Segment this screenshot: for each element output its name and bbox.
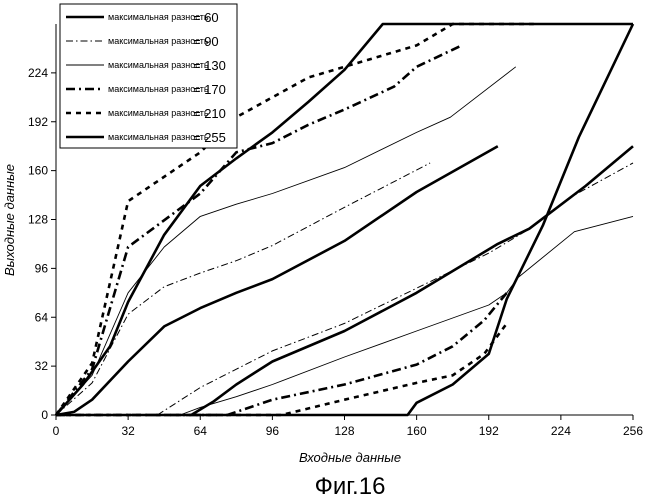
y-tick-label: 0	[41, 408, 48, 422]
legend-box	[59, 3, 238, 149]
legend-label: максимальная разность	[108, 60, 209, 70]
legend-item: максимальная разность= 210	[66, 106, 226, 121]
legend-value: = 90	[193, 34, 219, 49]
x-tick-label: 128	[334, 424, 354, 438]
series-5-upper-line	[54, 22, 534, 416]
y-axis-title: Выходные данные	[2, 164, 17, 276]
y-tick-label: 160	[28, 164, 48, 178]
x-tick-label: 160	[407, 424, 427, 438]
y-tick-label: 64	[35, 310, 49, 324]
legend-value: = 170	[193, 82, 226, 97]
legend-value: = 210	[193, 106, 226, 121]
series-1-lower-line	[190, 145, 634, 417]
legend-value: = 60	[193, 10, 219, 25]
series-3-lower-line	[179, 215, 634, 416]
x-tick-label: 256	[623, 424, 643, 438]
figure-caption: Фиг.16	[315, 473, 386, 500]
x-tick-label: 192	[479, 424, 499, 438]
legend-value: = 255	[193, 130, 226, 145]
x-tick-label: 32	[121, 424, 135, 438]
legend-item: максимальная разность= 90	[66, 34, 219, 49]
series-5-lower-line	[56, 322, 508, 417]
x-tick-label: 224	[551, 424, 571, 438]
series-2-lower-line	[157, 162, 634, 416]
y-tick-label: 96	[35, 261, 49, 275]
legend-label: максимальная разность	[108, 84, 209, 94]
legend-item: максимальная разность= 170	[66, 82, 226, 97]
legend-label: максимальная разность	[108, 132, 209, 142]
legend-item: максимальная разность= 130	[66, 58, 226, 73]
series-1-upper-line	[55, 145, 499, 417]
tick-layer: 0 32 64 96 128 160 192 224 256 0 32 64 96 128 160 192 22…	[28, 66, 643, 438]
series-6-upper-line	[55, 22, 633, 416]
series-4-lower-line	[56, 291, 508, 417]
legend-item: максимальная разность= 255	[66, 130, 226, 145]
y-tick-label: 224	[28, 66, 48, 80]
legend-item: максимальная разность= 60	[66, 10, 219, 25]
x-tick-label: 64	[194, 424, 208, 438]
x-axis-title: Входные данные	[299, 450, 401, 465]
x-tick-label: 96	[266, 424, 280, 438]
legend-value: = 130	[193, 58, 226, 73]
x-tick-label: 0	[53, 424, 60, 438]
series-3-upper-line	[55, 66, 517, 416]
y-tick-label: 32	[35, 359, 49, 373]
legend-label: максимальная разность	[108, 36, 209, 46]
y-tick-label: 128	[28, 213, 48, 227]
y-tick-label: 192	[28, 115, 48, 129]
legend-label: максимальная разность	[108, 108, 209, 118]
series-2-upper-line	[55, 162, 431, 416]
legend-label: максимальная разность	[108, 12, 209, 22]
series-4-upper-line	[54, 44, 463, 416]
